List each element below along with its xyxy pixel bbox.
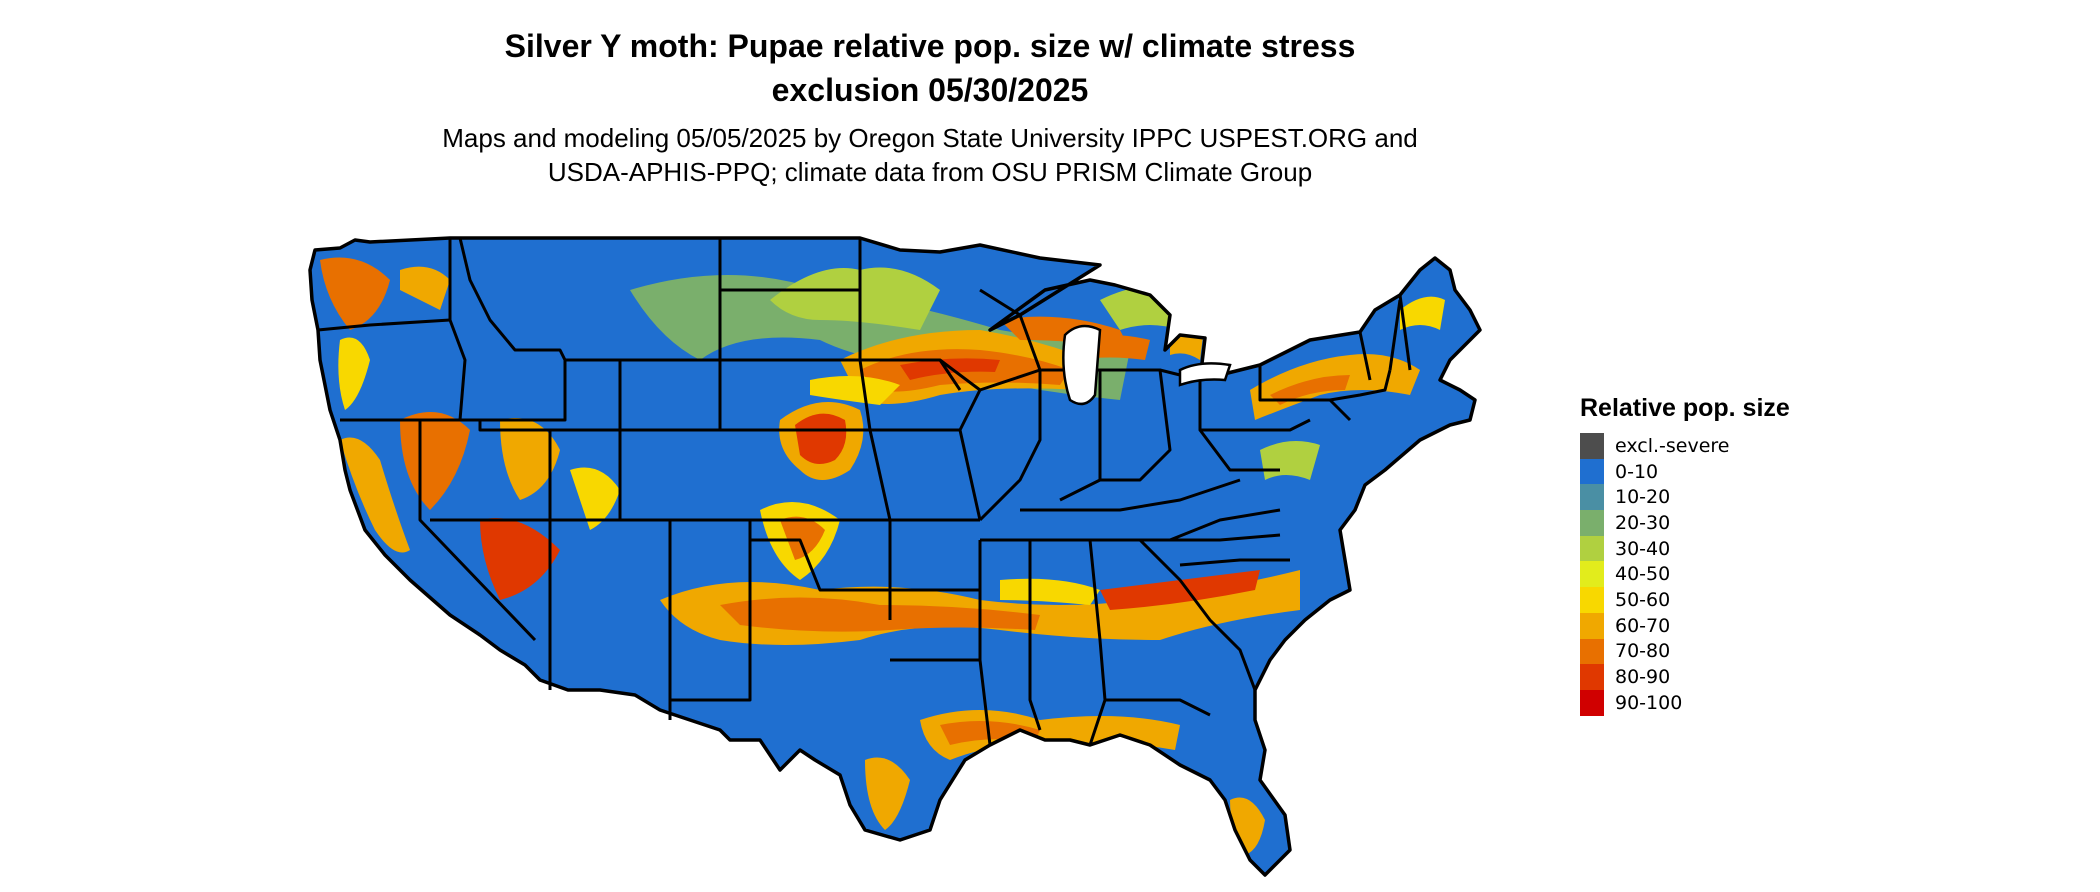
state-boundaries [308,236,1482,877]
legend-label: 40-50 [1615,563,1671,586]
legend-item: 70-80 [1580,638,1790,665]
legend-label: 60-70 [1615,614,1671,637]
legend-swatch [1580,458,1604,485]
map-subtitle: Maps and modeling 05/05/2025 by Oregon S… [0,121,1860,189]
legend-label: 80-90 [1615,666,1671,689]
legend-item: 50-60 [1580,587,1790,613]
us-map [308,236,1482,877]
legend: Relative pop. size excl.-severe 0-10 10-20… [1580,394,1790,716]
legend-label: 0-10 [1615,460,1659,483]
legend-item: excl.-severe [1580,433,1790,459]
subtitle-line-2: USDA-APHIS-PPQ; climate data from OSU PR… [547,157,1313,187]
subtitle-line-1: Maps and modeling 05/05/2025 by Oregon S… [442,123,1418,153]
legend-label: 50-60 [1615,588,1671,611]
legend-label: 90-100 [1615,691,1683,714]
legend-label: 30-40 [1615,537,1671,560]
legend-label: 20-30 [1615,511,1671,534]
legend-swatch [1580,433,1604,459]
legend-swatch [1580,689,1604,716]
legend-item: 90-100 [1580,689,1790,716]
title-line-2: exclusion 05/30/2025 [771,72,1089,108]
legend-item: 10-20 [1580,484,1790,511]
legend-item: 20-30 [1580,510,1790,536]
legend-label: 70-80 [1615,640,1671,663]
map-title: Silver Y moth: Pupae relative pop. size … [0,24,1860,112]
legend-item: 40-50 [1580,561,1790,588]
legend-swatch [1580,638,1604,665]
legend-swatch [1580,510,1604,536]
legend-label: 10-20 [1615,486,1671,509]
legend-item: 80-90 [1580,664,1790,690]
legend-item: 30-40 [1580,535,1790,562]
legend-item: 0-10 [1580,458,1790,485]
legend-label: excl.-severe [1615,434,1730,457]
legend-swatch [1580,561,1604,588]
legend-title: Relative pop. size [1580,394,1790,422]
legend-swatch [1580,664,1604,690]
legend-item: 60-70 [1580,612,1790,639]
legend-items: excl.-severe 0-10 10-20 20-30 30-40 40-50 50-6… [1580,433,1790,716]
legend-swatch [1580,484,1604,511]
title-line-1: Silver Y moth: Pupae relative pop. size … [504,28,1356,64]
great-lakes [1062,324,1232,406]
legend-swatch [1580,535,1604,562]
legend-swatch [1580,587,1604,613]
legend-swatch [1580,612,1604,639]
